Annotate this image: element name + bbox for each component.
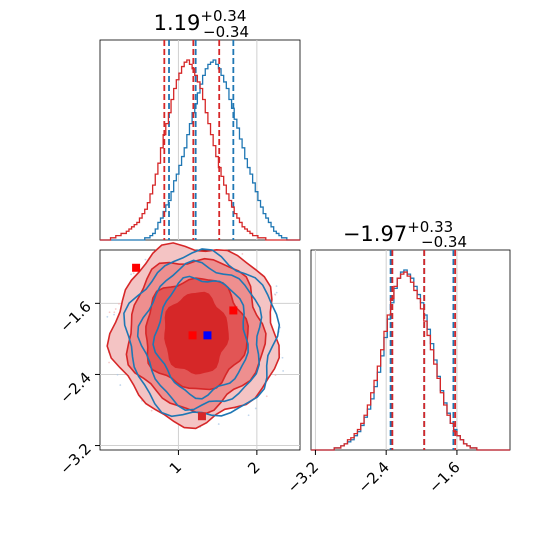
sample-point [119, 384, 122, 386]
contour-line-red [125, 257, 267, 415]
title-param2-value: −1.97 [343, 222, 407, 246]
sample-point [108, 361, 110, 364]
sample-point [132, 272, 135, 275]
y-tick-label: −2.4 [56, 369, 94, 407]
sample-point [113, 311, 116, 314]
marker-square [203, 331, 212, 340]
contour-line-red [164, 291, 229, 375]
y-tick-label: −1.6 [56, 297, 94, 335]
sample-point [241, 253, 244, 255]
panel-bottom-right-frame [310, 249, 511, 451]
contour-line-red [106, 242, 281, 430]
sample-point [106, 315, 109, 318]
sample-point [144, 258, 147, 261]
sample-point [130, 273, 133, 276]
sample-point [247, 414, 250, 417]
marker-square [229, 306, 238, 315]
x-tick-label: 1 [166, 458, 185, 477]
panel-bottom-right: −1.97+0.33 −0.34 [310, 218, 511, 451]
title-param1-sub: −0.34 [203, 23, 249, 41]
sample-point [114, 308, 117, 310]
sample-point [274, 294, 277, 296]
sample-point [116, 373, 119, 376]
histogram-step-line [100, 59, 300, 241]
panel-top-left-frame [99, 39, 301, 241]
title-param1: 1.19+0.34 [154, 7, 247, 35]
contour-line-blue [136, 259, 263, 412]
contour-line-blue [152, 275, 249, 400]
sample-point [282, 370, 285, 372]
sample-point [118, 302, 120, 305]
title-param2-sub: −0.34 [421, 233, 467, 251]
x-tick-label: −2.4 [355, 458, 393, 496]
panel-bottom-left [99, 242, 301, 451]
contour-fill [165, 292, 229, 374]
marker-square [132, 263, 141, 272]
x-tick-label: −3.2 [284, 458, 322, 496]
histogram-step-line [100, 59, 300, 241]
sample-point [265, 395, 268, 398]
panel-top-left: 1.19+0.34 −0.34 [99, 7, 301, 241]
sample-point [150, 409, 153, 412]
histogram-param1 [100, 40, 300, 241]
sample-point [275, 291, 278, 294]
contour-plot [100, 242, 300, 450]
title-param1-value: 1.19 [154, 11, 201, 35]
y-tick-label: −3.2 [56, 440, 94, 478]
marker-square [197, 412, 206, 421]
title-param2-sup: +0.33 [407, 218, 453, 236]
histogram-param2 [311, 250, 510, 451]
sample-point [275, 285, 278, 288]
sample-point [113, 313, 115, 316]
sample-point [217, 423, 220, 425]
title-param2: −1.97+0.33 [343, 218, 453, 246]
sample-point [108, 311, 111, 314]
title-param1-sup: +0.34 [200, 7, 246, 25]
x-tick-label: −1.6 [425, 458, 463, 496]
contour-line-blue [123, 248, 281, 418]
marker-square [188, 331, 197, 340]
histogram-step-line [311, 271, 510, 451]
sample-point [281, 356, 284, 359]
sample-point [254, 407, 257, 410]
sample-point [274, 374, 277, 376]
x-tick-label: 2 [244, 458, 263, 477]
